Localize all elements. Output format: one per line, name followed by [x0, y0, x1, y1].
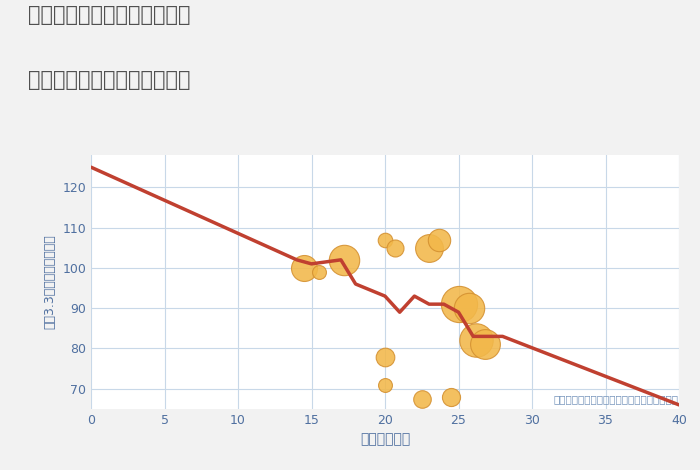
Point	[379, 353, 391, 360]
Point	[314, 268, 325, 276]
Point	[416, 395, 427, 403]
Point	[298, 264, 309, 272]
Point	[463, 305, 475, 312]
X-axis label: 築年数（年）: 築年数（年）	[360, 432, 410, 446]
Point	[424, 244, 435, 251]
Text: 築年数別中古マンション価格: 築年数別中古マンション価格	[28, 70, 190, 91]
Point	[379, 381, 391, 389]
Point	[480, 341, 491, 348]
Point	[470, 337, 482, 344]
Text: 兵庫県西宮市上ヶ原十番町の: 兵庫県西宮市上ヶ原十番町の	[28, 5, 190, 25]
Point	[434, 236, 445, 243]
Point	[379, 236, 391, 243]
Point	[446, 393, 457, 400]
Point	[390, 244, 401, 251]
Y-axis label: 坪（3.3㎡）単価（万円）: 坪（3.3㎡）単価（万円）	[43, 235, 57, 329]
Point	[338, 256, 349, 264]
Text: 円の大きさは、取引のあった物件面積を示す: 円の大きさは、取引のあった物件面積を示す	[554, 394, 679, 404]
Point	[453, 300, 464, 308]
